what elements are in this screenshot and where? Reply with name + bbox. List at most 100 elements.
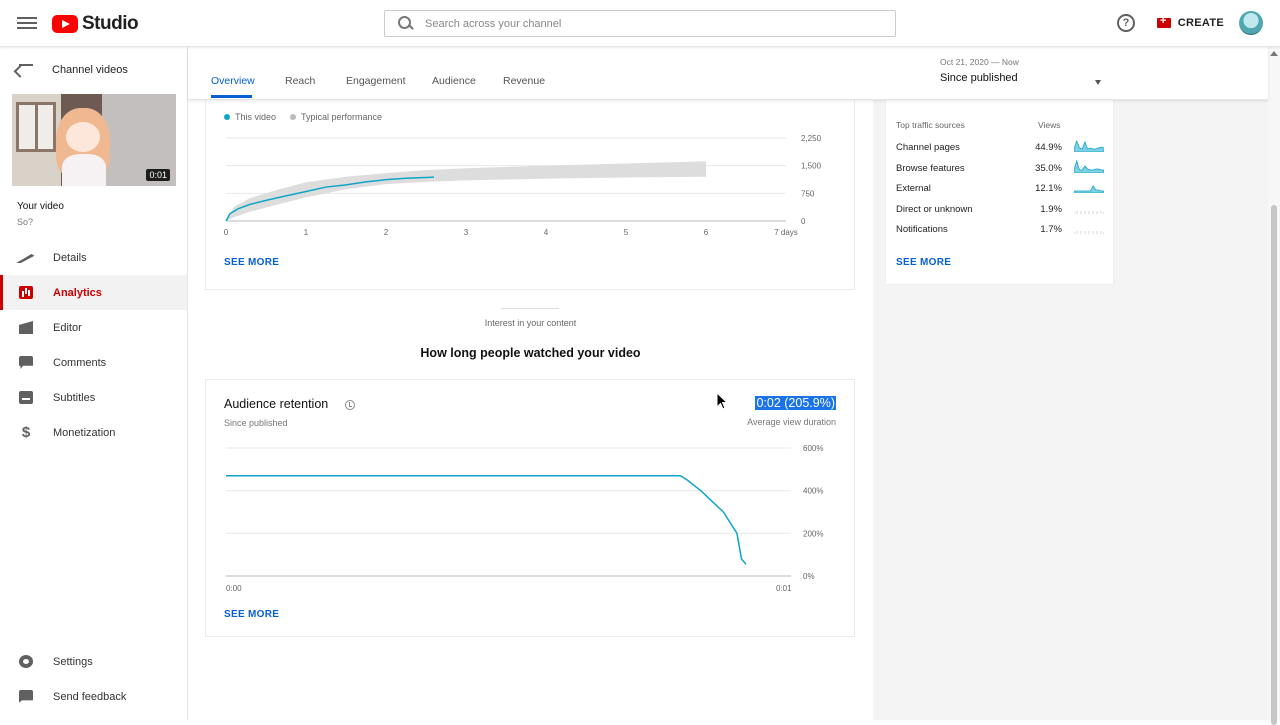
traffic-see-more-button[interactable]: SEE MORE [896,257,952,268]
date-range-selected: Since published [940,72,1018,84]
tab-reach[interactable]: Reach [285,75,316,87]
sidebar-item-label: Analytics [53,286,102,299]
help-circle-icon[interactable] [345,400,355,410]
back-to-channel-videos[interactable]: Channel videos [0,59,187,81]
date-range-picker[interactable]: Oct 21, 2020 — Now Since published [940,57,1102,85]
sidebar-item-settings[interactable]: Settings [0,644,187,679]
x-tick-label: 5 [624,228,629,237]
traffic-sources-card: Top traffic sources Views Channel pages 4… [885,95,1114,285]
x-tick-label: 0 [224,228,229,237]
editor-icon [19,321,33,334]
views-legend: This video Typical performance [224,112,382,122]
dollar-icon: $ [21,424,31,441]
analytics-icon [19,286,33,299]
youtube-play-icon [52,15,78,33]
interest-label: Interest in your content [484,318,577,328]
sparkline-path [1074,211,1104,214]
help-icon[interactable]: ? [1117,14,1135,32]
this-video-line [225,176,435,222]
studio-logo[interactable]: Studio [52,12,139,36]
sidebar-item-subtitles[interactable]: Subtitles [0,380,187,415]
sparkline-path [1074,185,1104,193]
back-arrow-icon[interactable] [19,64,33,66]
y-tick-label: 400% [803,487,823,496]
traffic-row: Direct or unknown 1.9% [896,204,1106,220]
x-tick-label: 0:00 [226,584,242,593]
thumbnail-character-face [66,122,100,152]
account-avatar[interactable] [1239,11,1263,35]
y-tick-label: 2,250 [801,134,822,143]
traffic-source-percent: 35.0% [1035,162,1062,174]
dropdown-caret-icon [1095,80,1101,85]
y-tick-label: 200% [803,529,823,538]
traffic-sparkline [1074,185,1104,193]
pencil-icon [16,254,35,263]
thumbnail-duration: 0:01 [146,169,170,181]
sparkline-path [1074,231,1104,234]
sidebar-item-monetization[interactable]: $ Monetization [0,415,187,450]
thumbnail-character-body [62,154,106,186]
views-card: This video Typical performance 2,250 1,50… [205,92,855,290]
page-scrollbar[interactable] [1268,47,1280,725]
y-tick-label: 600% [803,444,823,453]
tab-engagement[interactable]: Engagement [346,75,406,87]
search-icon[interactable] [385,11,425,36]
retention-line [226,474,747,565]
search-box[interactable] [384,10,896,37]
back-label: Channel videos [52,64,128,76]
video-thumbnail[interactable]: 0:01 [12,94,176,186]
subtitles-icon [19,391,33,404]
views-chart: 2,250 1,500 750 0 0 1 2 3 4 5 6 7 days [224,134,822,237]
traffic-sparkline [1074,211,1104,214]
traffic-source-percent: 1.7% [1040,224,1062,235]
average-view-duration-value: 0:02 (205.9%) [755,396,836,410]
section-title: How long people watched your video [420,346,641,360]
retention-see-more-button[interactable]: SEE MORE [224,609,280,620]
tab-overview[interactable]: Overview [211,75,255,98]
x-tick-label: 7 days [774,228,798,237]
sidebar-item-editor[interactable]: Editor [0,310,187,345]
tab-audience[interactable]: Audience [432,75,476,87]
traffic-sparkline [1074,231,1104,234]
traffic-source-name: Browse features [896,162,965,174]
menu-icon[interactable] [17,14,37,32]
search-input[interactable] [425,17,865,30]
traffic-source-name: Channel pages [896,142,960,153]
tab-revenue[interactable]: Revenue [503,75,546,87]
traffic-row: Channel pages 44.9% [896,139,1106,158]
sidebar-item-analytics[interactable]: Analytics [0,275,187,310]
sidebar-item-label: Monetization [53,426,116,439]
sidebar-nav: Details Analytics Editor Comments Subtit… [0,240,187,450]
sidebar-item-details[interactable]: Details [0,240,187,275]
views-see-more-button[interactable]: SEE MORE [224,257,280,268]
traffic-source-name: External [896,183,931,194]
sidebar-item-send-feedback[interactable]: Send feedback [0,679,187,714]
sidebar-item-comments[interactable]: Comments [0,345,187,380]
average-view-duration-label: Average view duration [747,417,836,427]
traffic-row: Browse features 35.0% [896,159,1106,179]
gear-icon [19,655,33,668]
traffic-source-name: Direct or unknown [896,203,973,215]
feedback-icon [19,690,33,703]
y-tick-label: 0 [801,217,806,226]
traffic-source-name: Notifications [896,224,948,235]
traffic-source-percent: 1.9% [1040,203,1062,215]
y-tick-label: 1,500 [801,162,822,171]
legend-this-video: This video [235,112,277,122]
traffic-views-heading: Views [1038,120,1061,130]
sidebar-item-label: Editor [53,321,82,334]
video-title: So? [17,217,34,227]
legend-typical-performance: Typical performance [301,112,383,122]
sidebar-item-label: Details [53,251,87,264]
create-button[interactable]: CREATE [1148,11,1224,35]
sidebar-item-label: Send feedback [53,690,127,703]
retention-card: Audience retention Since published 0:02 … [205,379,855,637]
x-tick-label: 4 [544,228,549,237]
thumbnail-window [16,102,56,152]
traffic-sparkline [1074,159,1104,173]
analytics-tabs-bar: Overview Reach Engagement Audience Reven… [188,47,1268,100]
your-video-label: Your video [17,201,64,212]
scrollbar-thumb[interactable] [1271,205,1277,725]
scroll-up-icon[interactable] [1270,51,1278,56]
comments-icon [19,356,33,369]
